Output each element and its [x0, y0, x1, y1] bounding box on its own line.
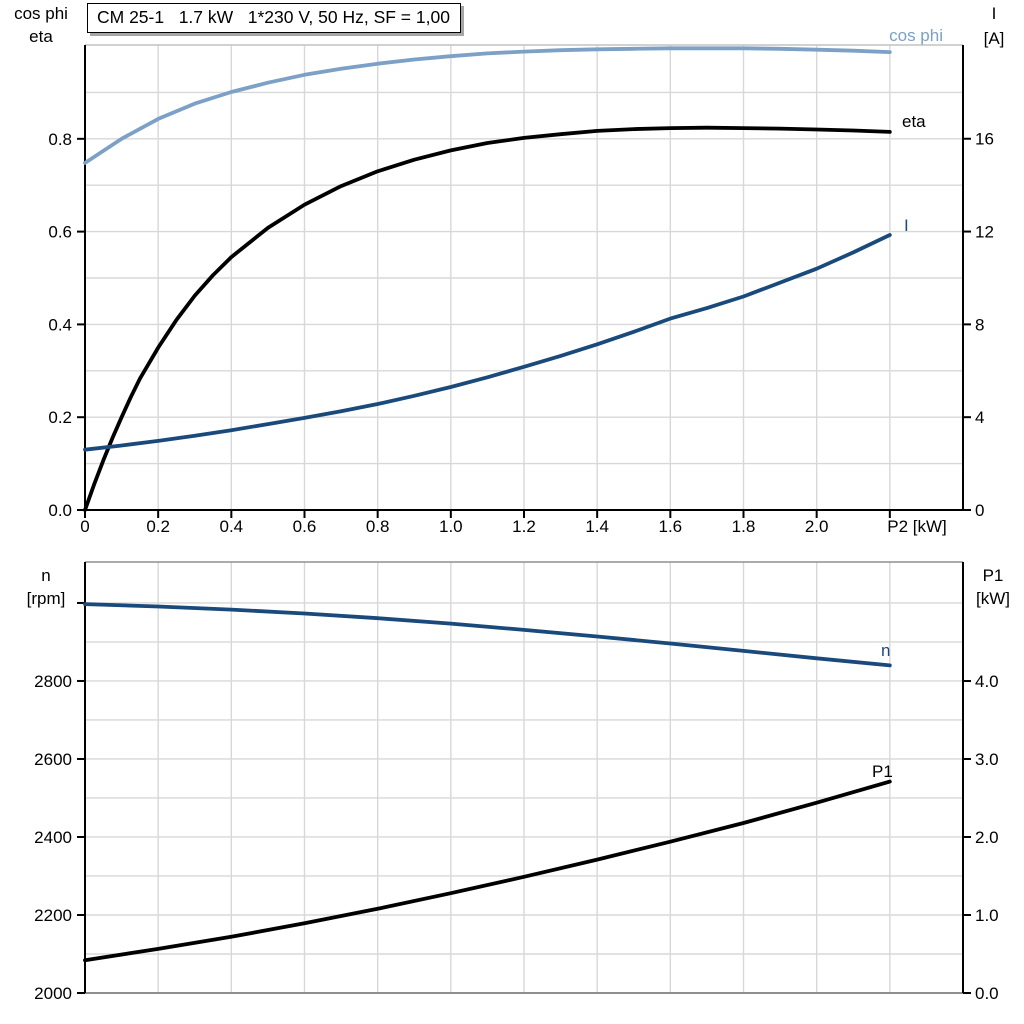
- x-axis-title: P2 [kW]: [887, 517, 947, 536]
- left-tick-label: 2000: [34, 984, 72, 1003]
- right-tick-label: 16: [975, 130, 994, 149]
- right-tick-label: 0.0: [975, 984, 999, 1003]
- x-tick-label: 0.8: [366, 517, 390, 536]
- x-tick-label: 1.8: [732, 517, 756, 536]
- right-tick-label: 0: [975, 501, 984, 520]
- left-tick-label: 2600: [34, 750, 72, 769]
- left-tick-label: 0.6: [48, 223, 72, 242]
- right-tick-label: 2.0: [975, 828, 999, 847]
- right-tick-label: 8: [975, 315, 984, 334]
- x-tick-label: 1.0: [439, 517, 463, 536]
- right-tick-label: 4.0: [975, 672, 999, 691]
- series-label-eta: eta: [902, 112, 926, 131]
- left-axis-header: eta: [29, 27, 53, 46]
- chart-title: CM 25-1 1.7 kW 1*230 V, 50 Hz, SF = 1,00: [97, 7, 450, 27]
- left-axis-header: [rpm]: [27, 589, 66, 608]
- left-tick-label: 2200: [34, 906, 72, 925]
- series-label-n: n: [881, 641, 890, 660]
- right-axis-header: I: [992, 4, 997, 23]
- right-axis-header: [A]: [984, 29, 1005, 48]
- x-tick-label: 0.6: [293, 517, 317, 536]
- left-tick-label: 0.8: [48, 130, 72, 149]
- series-curve-eta: [83, 125, 892, 512]
- series-curve-n: [83, 602, 892, 668]
- right-tick-label: 4: [975, 408, 984, 427]
- right-axis-header: [kW]: [976, 589, 1010, 608]
- right-tick-label: 12: [975, 223, 994, 242]
- left-axis-header: n: [41, 566, 50, 585]
- x-tick-label: 2.0: [805, 517, 829, 536]
- left-tick-label: 2400: [34, 828, 72, 847]
- x-tick-label: 0.4: [220, 517, 244, 536]
- series-label-p1: P1: [872, 762, 893, 781]
- series-curve-p1: [83, 779, 892, 963]
- x-tick-label: 1.6: [659, 517, 683, 536]
- right-tick-label: 3.0: [975, 750, 999, 769]
- series-label-cos-phi: cos phi: [889, 26, 943, 45]
- left-tick-label: 2800: [34, 672, 72, 691]
- x-tick-label: 0: [80, 517, 89, 536]
- x-tick-label: 1.2: [512, 517, 536, 536]
- series-label-i: I: [904, 216, 909, 235]
- left-tick-label: 0.0: [48, 501, 72, 520]
- series-curve-cos-phi: [83, 46, 892, 165]
- x-tick-label: 1.4: [585, 517, 609, 536]
- left-tick-label: 0.2: [48, 408, 72, 427]
- left-tick-label: 0.4: [48, 315, 72, 334]
- right-axis-header: P1: [983, 566, 1004, 585]
- x-tick-label: 0.2: [146, 517, 170, 536]
- left-axis-header: cos phi: [14, 4, 68, 23]
- series-curve-i: [83, 233, 892, 452]
- right-tick-label: 1.0: [975, 906, 999, 925]
- chart-title-box: CM 25-1 1.7 kW 1*230 V, 50 Hz, SF = 1,00: [87, 3, 461, 33]
